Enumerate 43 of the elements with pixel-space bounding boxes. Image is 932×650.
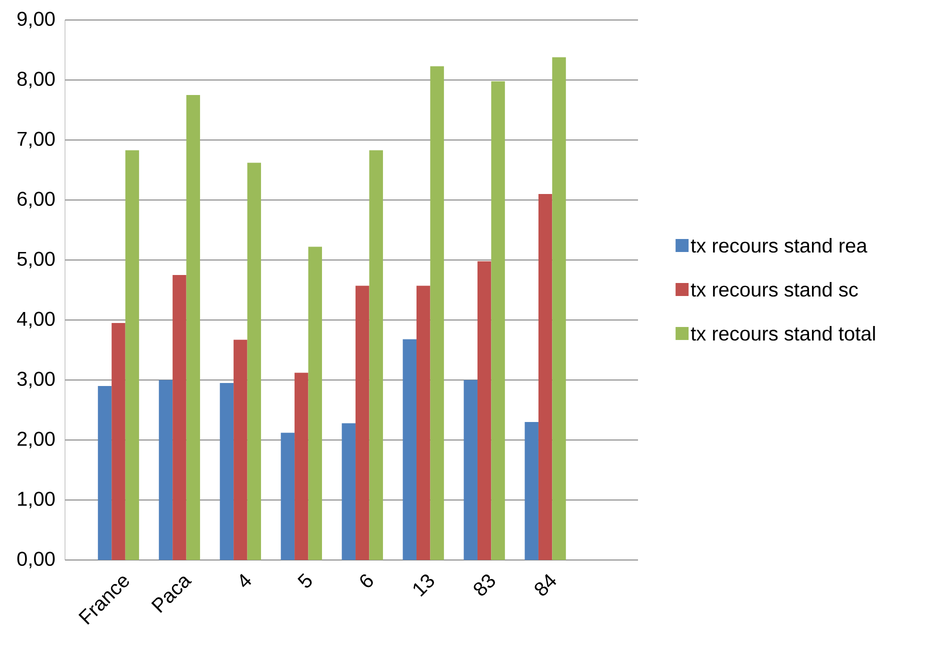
bar (98, 386, 112, 560)
bar (186, 94, 200, 560)
bar (234, 340, 248, 560)
y-tick-label: 2,00 (18, 432, 55, 448)
y-tick-label: 9,00 (17, 12, 55, 28)
y-tick-label: 4,00 (17, 312, 55, 328)
bar (552, 57, 566, 560)
y-tick-label: 6,00 (18, 192, 55, 208)
bar (112, 322, 126, 560)
bar (342, 423, 356, 560)
y-tick-label: 8,00 (17, 72, 55, 88)
bar (430, 66, 444, 560)
bar (464, 380, 478, 560)
bar (416, 286, 430, 560)
y-tick-label: 1,00 (18, 492, 55, 508)
bar (477, 261, 492, 560)
x-tick-label: 5 (298, 573, 312, 588)
y-tick-label: 0,00 (17, 552, 55, 568)
legend-label: tx recours stand total (690, 326, 875, 341)
legend-label: tx recours stand sc (690, 282, 858, 297)
bar (308, 246, 322, 560)
x-tick-label: 83 (474, 574, 495, 596)
bar (280, 432, 295, 560)
legend-label: tx recours stand rea (690, 238, 868, 253)
x-tick-label: 13 (414, 574, 434, 597)
bar (125, 150, 140, 560)
bar (158, 380, 173, 560)
bar (220, 382, 234, 560)
x-tick-label: 6 (360, 574, 373, 588)
bar (402, 339, 417, 560)
y-tick-label: 7,00 (18, 132, 55, 148)
bar (172, 274, 186, 560)
bar (247, 162, 262, 560)
x-tick-label: 84 (534, 574, 556, 596)
y-tick-label: 3,00 (17, 372, 55, 388)
bar (356, 286, 370, 560)
bar (369, 150, 383, 560)
bar (491, 81, 505, 560)
y-tick-label: 5,00 (17, 252, 55, 268)
x-tick-label: 4 (240, 574, 252, 588)
bar (524, 422, 538, 560)
bar (294, 372, 308, 560)
bar (538, 194, 552, 560)
